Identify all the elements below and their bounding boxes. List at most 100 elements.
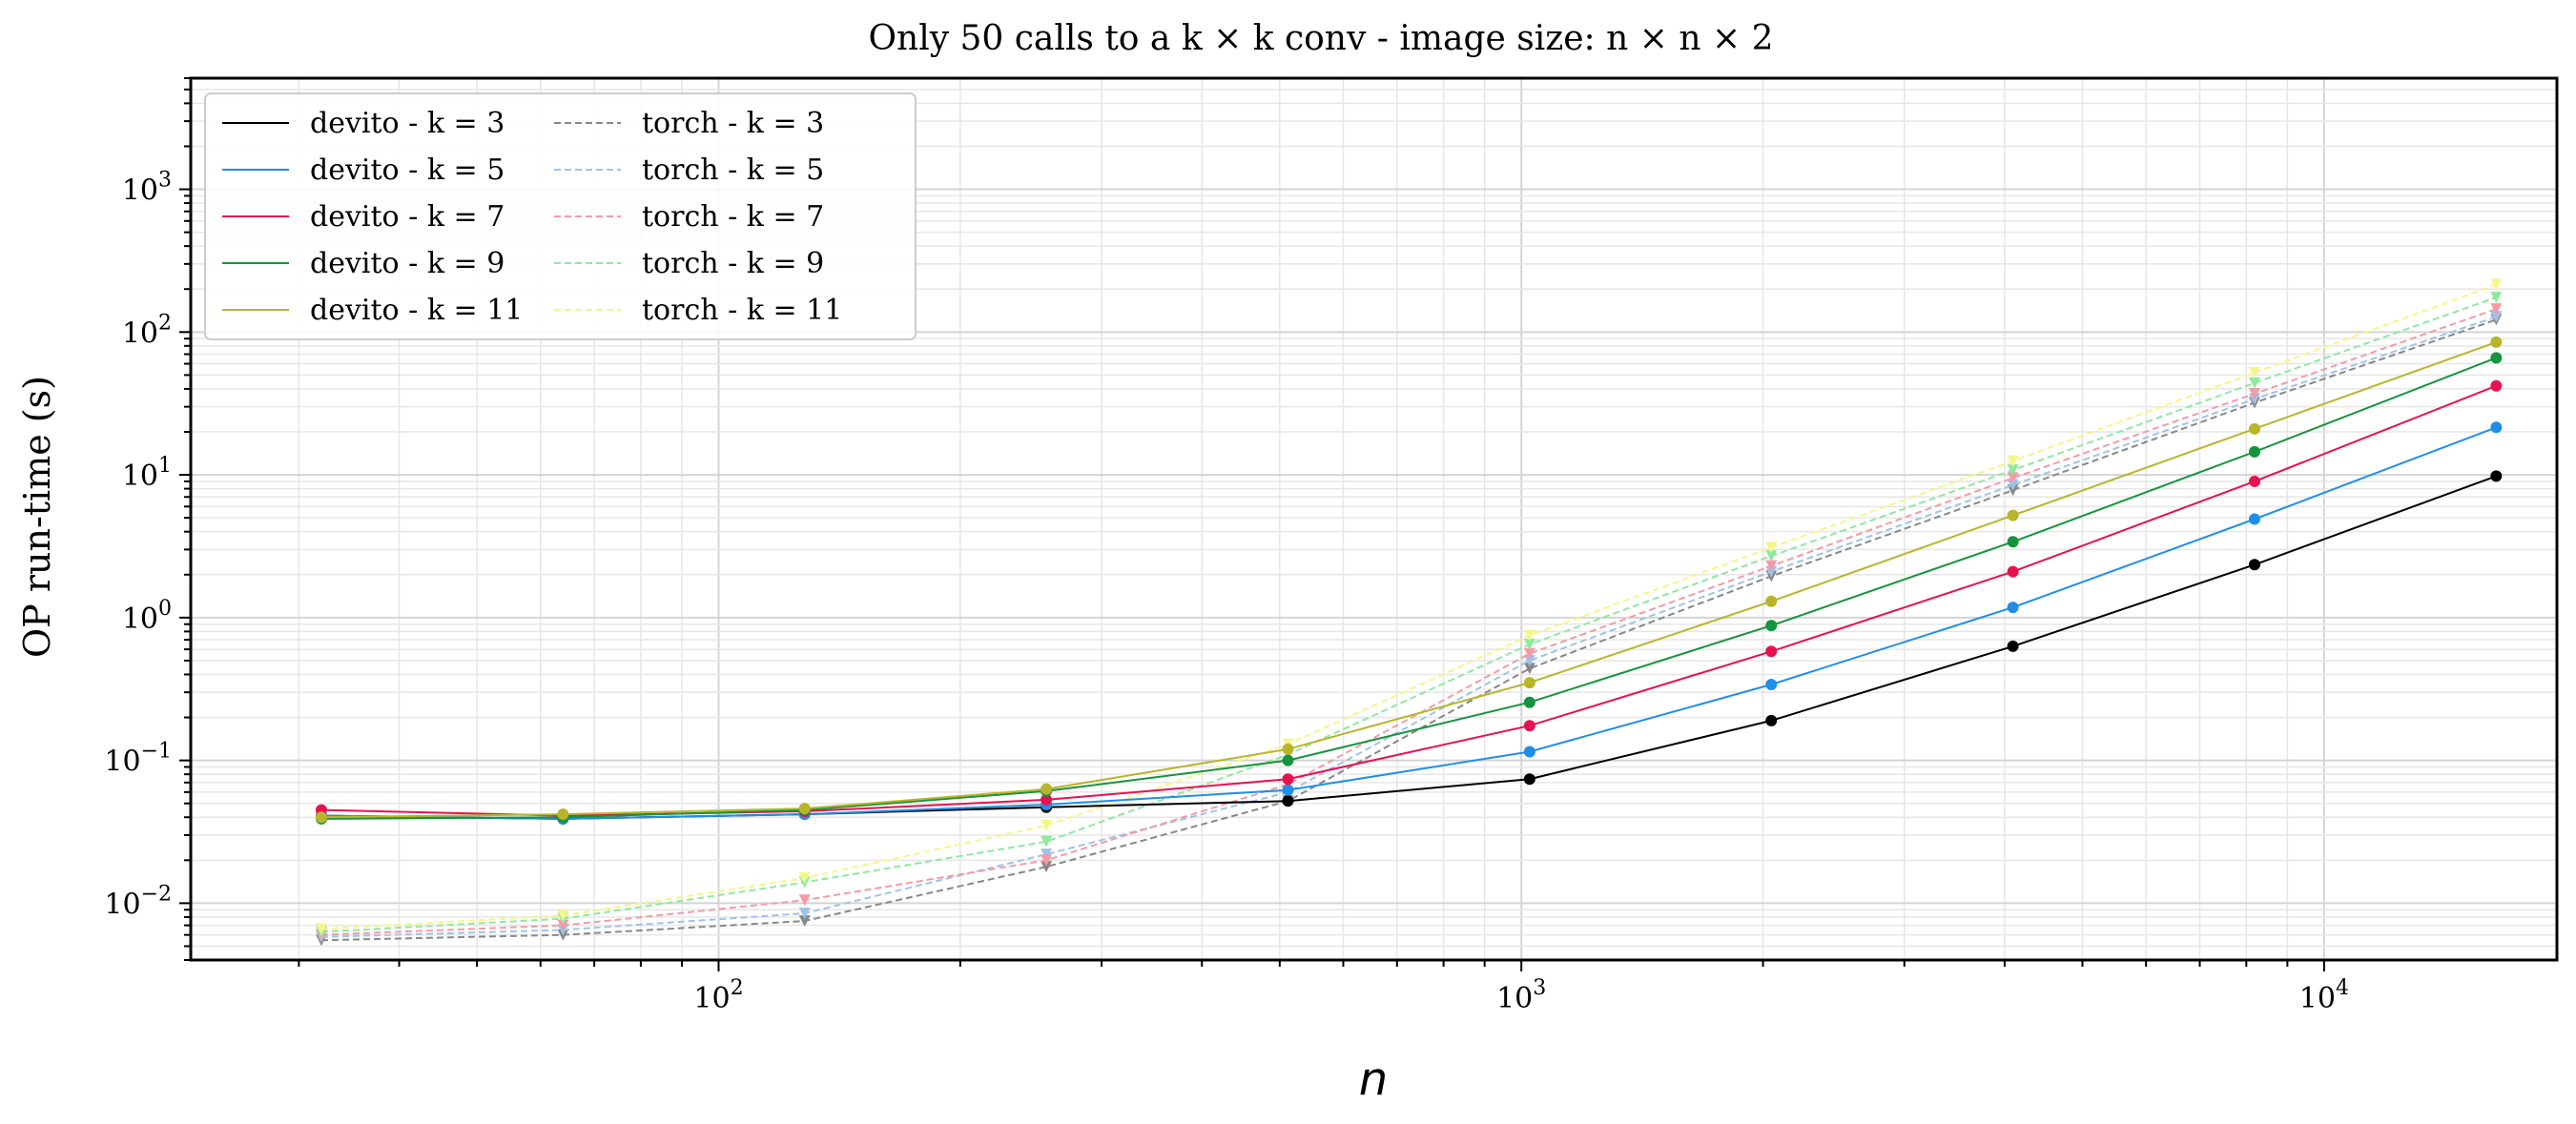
x-tick-label: 104 [2299,976,2349,1015]
legend-item-torch-k-7: torch - k = 7 [554,200,824,234]
data-point [2490,336,2503,348]
series-devito-k-11 [315,336,2503,824]
legend-label: devito - k = 7 [310,200,505,234]
data-point [1765,714,1778,726]
data-point [1282,795,1294,807]
data-point [2248,366,2260,378]
series-torch-k-7 [315,303,2503,941]
x-tick-label: 102 [693,976,743,1015]
data-point [798,915,811,928]
data-point [1041,783,1053,795]
data-point [1523,746,1535,758]
data-point [1523,629,1535,642]
axis-ticks: 102 103 104 10−2 10−1 100 101 102 103 [104,77,2349,1015]
data-point [1041,861,1053,873]
data-point [2007,509,2019,521]
legend-item-devito-k-11: devito - k = 11 [222,294,523,327]
legend-item-torch-k-9: torch - k = 9 [554,247,824,280]
data-point [1523,638,1535,650]
legend-label: torch - k = 5 [642,153,824,187]
data-point [557,919,569,931]
data-point [1523,654,1535,666]
legend-item-devito-k-7: devito - k = 7 [222,200,505,234]
data-point [798,907,811,919]
series-torch-k-11 [315,278,2503,935]
series-devito-k-7 [315,379,2503,822]
legend-item-torch-k-5: torch - k = 5 [554,153,824,187]
legend-label: devito - k = 9 [310,247,505,280]
data-point [1523,677,1535,689]
data-point [1282,743,1294,755]
data-point [2490,379,2503,392]
data-point [1523,647,1535,660]
data-point [2007,536,2019,548]
data-point [1282,754,1294,766]
data-point [1523,696,1535,708]
data-point [2490,311,2503,323]
series-line [320,283,2497,930]
data-point [1765,550,1778,562]
data-point [2248,422,2260,435]
data-point [1765,560,1778,572]
data-point [1765,620,1778,632]
series-torch-k-3 [315,314,2503,947]
data-point [2490,352,2503,364]
data-point [1041,793,1053,806]
series-line [320,357,2497,820]
data-point [1765,595,1778,607]
y-axis-label: OP run-time (s) [16,376,58,658]
data-point [2007,479,2019,491]
data-point [1523,720,1535,732]
data-point [2248,513,2260,525]
legend-item-devito-k-3: devito - k = 3 [222,107,505,140]
data-point [1523,663,1535,675]
legend-label: devito - k = 11 [310,294,523,327]
legend-label: torch - k = 11 [642,294,842,327]
legend-item-torch-k-3: torch - k = 3 [554,107,824,140]
data-point [315,923,327,935]
legend-item-devito-k-9: devito - k = 9 [222,247,505,280]
data-point [2007,640,2019,652]
data-point [557,808,569,821]
data-point [1041,848,1053,861]
data-point [2490,421,2503,434]
data-point [2490,470,2503,482]
data-point [2007,464,2019,477]
data-point [315,811,327,824]
data-point [2248,559,2260,571]
data-point [1041,835,1053,848]
y-tick-label: 102 [122,311,172,350]
data-point [1765,542,1778,554]
series-line [320,318,2497,942]
plot-frame [189,76,2559,962]
data-point [2248,377,2260,389]
data-point [2007,565,2019,578]
data-point [2248,475,2260,487]
data-point [1282,784,1294,796]
legend-label: torch - k = 9 [642,247,824,280]
legend-label: torch - k = 7 [642,200,824,234]
legend-label: devito - k = 5 [310,153,505,187]
series-torch-k-5 [315,311,2503,943]
legend-label: devito - k = 3 [310,107,505,140]
y-tick-label: 100 [122,597,172,636]
legend-item-torch-k-11: torch - k = 11 [554,294,842,327]
data-point [798,803,811,815]
y-tick-label: 10−2 [104,882,172,921]
data-point [1765,679,1778,691]
chart-title: Only 50 calls to a k × k conv - image si… [869,19,1774,58]
data-point [2490,291,2503,303]
data-point [2490,303,2503,316]
data-point [1041,819,1053,831]
data-point [557,909,569,922]
series-line [320,384,2497,817]
data-point [2248,387,2260,399]
data-point [2007,472,2019,484]
data-point [1523,773,1535,786]
data-point [798,872,811,885]
legend-item-devito-k-5: devito - k = 5 [222,153,505,187]
legend: devito - k = 3 devito - k = 5 devito - k =… [204,92,917,340]
data-point [1041,854,1053,867]
data-point [1282,773,1294,786]
